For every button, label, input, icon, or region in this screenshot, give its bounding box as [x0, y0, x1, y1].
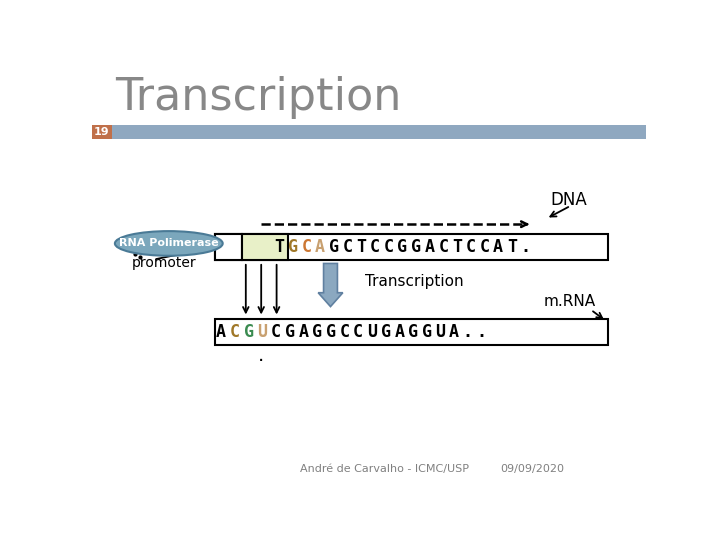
- Bar: [215, 319, 608, 345]
- Text: .: .: [258, 346, 264, 366]
- Text: .: .: [463, 323, 473, 341]
- Text: A: A: [298, 323, 308, 341]
- Text: A: A: [315, 238, 325, 256]
- Text: G: G: [329, 238, 338, 256]
- Text: C: C: [438, 238, 449, 256]
- Text: U: U: [436, 323, 446, 341]
- Text: G: G: [326, 323, 336, 341]
- Text: Transcription: Transcription: [365, 274, 464, 289]
- Text: 09/09/2020: 09/09/2020: [500, 464, 564, 474]
- Text: T: T: [356, 238, 366, 256]
- Text: .: .: [521, 238, 531, 256]
- Text: A: A: [425, 238, 435, 256]
- Text: C: C: [480, 238, 490, 256]
- Text: T: T: [507, 238, 517, 256]
- Text: C: C: [340, 323, 349, 341]
- Text: G: G: [408, 323, 418, 341]
- Text: C: C: [466, 238, 476, 256]
- Text: T: T: [452, 238, 462, 256]
- Text: C: C: [384, 238, 394, 256]
- Bar: [215, 234, 242, 260]
- Text: G: G: [397, 238, 408, 256]
- FancyArrow shape: [318, 264, 343, 307]
- Bar: [92, 125, 112, 139]
- Text: DNA: DNA: [551, 191, 588, 208]
- Text: C: C: [343, 238, 353, 256]
- Text: A: A: [493, 238, 503, 256]
- Text: A: A: [216, 323, 226, 341]
- Text: m.RNA: m.RNA: [543, 294, 595, 309]
- Text: 19: 19: [94, 127, 109, 137]
- Text: T: T: [274, 238, 284, 256]
- Text: André de Carvalho - ICMC/USP: André de Carvalho - ICMC/USP: [300, 464, 469, 474]
- Bar: [215, 234, 608, 260]
- Text: A: A: [395, 323, 405, 341]
- Text: G: G: [243, 323, 253, 341]
- Ellipse shape: [115, 231, 222, 256]
- Text: promoter: promoter: [132, 256, 197, 271]
- Text: C: C: [370, 238, 380, 256]
- Text: G: G: [284, 323, 294, 341]
- Text: G: G: [312, 323, 322, 341]
- Text: RNA Polimerase: RNA Polimerase: [119, 239, 219, 248]
- Text: G: G: [411, 238, 421, 256]
- Text: U: U: [257, 323, 267, 341]
- Text: C: C: [354, 323, 363, 341]
- Text: G: G: [422, 323, 432, 341]
- Bar: [242, 234, 288, 260]
- Text: C: C: [271, 323, 281, 341]
- Text: .: .: [477, 323, 487, 341]
- Bar: [92, 125, 647, 139]
- Text: Transcription: Transcription: [115, 76, 401, 119]
- Text: G: G: [287, 238, 297, 256]
- Text: U: U: [367, 323, 377, 341]
- Text: A: A: [449, 323, 459, 341]
- Text: C: C: [230, 323, 240, 341]
- Text: G: G: [381, 323, 391, 341]
- Text: C: C: [302, 238, 311, 256]
